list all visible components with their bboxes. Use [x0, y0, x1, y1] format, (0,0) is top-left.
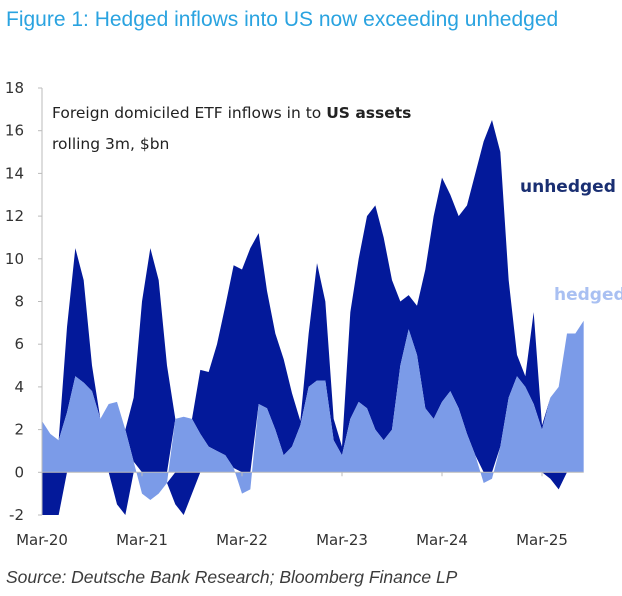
- y-tick-label: 2: [14, 421, 24, 439]
- hedged-area: [42, 320, 584, 501]
- unhedged-area-negative: [42, 472, 584, 515]
- x-tick-label: Mar-25: [516, 531, 568, 549]
- area-chart: -2 0 2 4 6 8 10 12 14 16 18 Mar-20 Mar-21 Mar-22 Mar-…: [5, 79, 622, 549]
- y-tick-label: 0: [14, 463, 24, 481]
- series-label-hedged: hedged: [554, 285, 622, 305]
- y-tick-label: 4: [14, 378, 24, 396]
- x-tick-label: Mar-22: [216, 531, 268, 549]
- y-tick-label: -2: [9, 506, 24, 524]
- x-tick-label: Mar-23: [316, 531, 368, 549]
- source-note: Source: Deutsche Bank Research; Bloomber…: [6, 567, 458, 587]
- x-tick-label: Mar-20: [16, 531, 68, 549]
- series-label-unhedged: unhedged: [520, 177, 616, 197]
- x-tick-label: Mar-24: [416, 531, 468, 549]
- y-tick-label: 6: [14, 335, 24, 353]
- y-tick-label: 18: [5, 79, 24, 97]
- y-tick-label: 8: [14, 293, 24, 311]
- unhedged-area-positive: [42, 120, 584, 473]
- x-tick-label: Mar-21: [116, 531, 168, 549]
- figure-title: Figure 1: Hedged inflows into US now exc…: [6, 8, 559, 31]
- y-tick-label: 16: [5, 122, 24, 140]
- y-tick-label: 14: [5, 164, 24, 182]
- y-tick-label: 10: [5, 250, 24, 268]
- y-tick-label: 12: [5, 207, 24, 225]
- chart-annotation-line2: rolling 3m, $bn: [52, 135, 169, 153]
- chart-annotation-line1: Foreign domiciled ETF inflows in to US a…: [52, 104, 411, 122]
